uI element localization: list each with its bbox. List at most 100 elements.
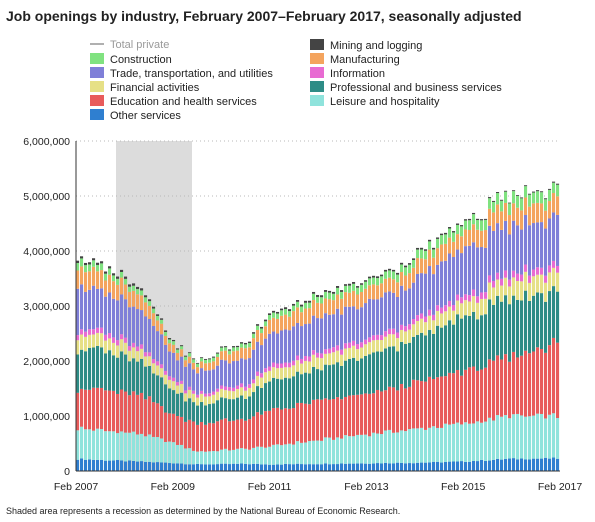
bar-segment-mining [408, 263, 412, 265]
bar-segment-educ [124, 391, 128, 433]
bar-segment-info [484, 292, 488, 299]
bar-segment-trade [176, 360, 180, 383]
bar-segment-trade [80, 284, 84, 330]
bar-segment-info [136, 346, 140, 352]
bar-segment-manu [332, 300, 336, 315]
bar-segment-manu [248, 347, 252, 359]
bar-segment-fin [348, 347, 352, 359]
bar-segment-other [416, 462, 420, 471]
bar-segment-manu [216, 356, 220, 366]
bar-month [388, 268, 392, 471]
bar-segment-trade [220, 359, 224, 386]
bar-segment-info [416, 315, 420, 321]
bar-segment-other [116, 459, 120, 471]
bar-segment-leisure [484, 421, 488, 461]
bar-segment-prof [108, 350, 112, 391]
bar-segment-info [212, 391, 216, 395]
bar-segment-leisure [148, 434, 152, 462]
bar-segment-other [352, 463, 356, 471]
bar-segment-fin [236, 389, 240, 398]
bar-segment-info [88, 329, 92, 335]
bar-segment-mining [372, 275, 376, 278]
bar-month [332, 291, 336, 471]
bar-segment-prof [524, 290, 528, 351]
bar-segment-info [280, 363, 284, 368]
bar-segment-constr [116, 278, 120, 285]
bar-segment-mining [120, 269, 124, 272]
bar-segment-leisure [332, 439, 336, 465]
bar-segment-fin [144, 356, 148, 367]
bar-segment-educ [224, 418, 228, 449]
bar-segment-prof [340, 365, 344, 400]
bar-segment-educ [232, 420, 236, 450]
bar-month [456, 223, 460, 471]
bar-segment-manu [212, 361, 216, 370]
bar-segment-info [96, 327, 100, 333]
bar-segment-prof [212, 403, 216, 424]
bar-segment-prof [180, 392, 184, 417]
legend-swatch [90, 67, 104, 78]
bar-segment-trade [464, 246, 468, 295]
bar-segment-prof [408, 342, 412, 387]
legend-label: Information [330, 68, 386, 80]
bar-segment-info [304, 356, 308, 361]
bar-segment-manu [160, 323, 164, 335]
bar-segment-trade [388, 291, 392, 329]
bar-segment-info [544, 275, 548, 283]
bar-segment-other [112, 460, 116, 471]
bar-segment-other [504, 459, 508, 471]
bar-segment-manu [392, 279, 396, 293]
bar-segment-info [524, 264, 528, 272]
bar-month [132, 283, 136, 471]
bar-segment-mining [380, 274, 384, 277]
bar-segment-mining [512, 190, 516, 192]
bar-segment-trade [412, 282, 416, 320]
bar-segment-leisure [180, 444, 184, 464]
bar-segment-fin [300, 363, 304, 375]
bar-segment-leisure [300, 442, 304, 465]
bar-segment-fin [388, 334, 392, 347]
bar-segment-manu [340, 298, 344, 315]
bar-month [168, 338, 172, 471]
bar-segment-prof [184, 401, 188, 422]
bar-segment-constr [388, 270, 392, 278]
bar-segment-other [96, 459, 100, 471]
bar-segment-leisure [164, 441, 168, 463]
bar-segment-educ [88, 389, 92, 430]
bar-segment-info [188, 386, 192, 390]
bar-segment-info [144, 352, 148, 357]
bar-segment-leisure [188, 448, 192, 465]
bar-segment-trade [244, 359, 248, 387]
bar-segment-trade [420, 273, 424, 314]
bar-segment-educ [204, 424, 208, 452]
bar-segment-other [204, 464, 208, 471]
bar-segment-prof [192, 402, 196, 422]
bar-segment-constr [464, 220, 468, 230]
bar-segment-leisure [372, 432, 376, 464]
bar-segment-fin [112, 342, 116, 356]
bar-segment-leisure [540, 413, 544, 459]
bar-segment-prof [336, 362, 340, 398]
bar-month [244, 342, 248, 471]
bar-segment-constr [192, 359, 196, 363]
bar-segment-manu [240, 347, 244, 359]
bar-segment-leisure [404, 431, 408, 464]
bar-segment-trade [116, 300, 120, 341]
bar-segment-prof [332, 364, 336, 399]
bar-segment-constr [308, 302, 312, 309]
bar-segment-other [324, 463, 328, 471]
bar-segment-manu [232, 351, 236, 362]
bar-segment-prof [516, 299, 520, 358]
bar-segment-constr [524, 186, 528, 198]
bar-segment-constr [460, 226, 464, 237]
bar-segment-manu [76, 270, 80, 289]
bar-segment-mining [320, 295, 324, 298]
bar-segment-other [356, 463, 360, 471]
bar-segment-fin [556, 272, 560, 292]
bar-segment-fin [196, 397, 200, 406]
bar-month [252, 332, 256, 471]
bar-segment-mining [368, 276, 372, 279]
bar-month [148, 299, 152, 471]
bar-segment-prof [532, 295, 536, 352]
bar-segment-trade [132, 306, 136, 343]
